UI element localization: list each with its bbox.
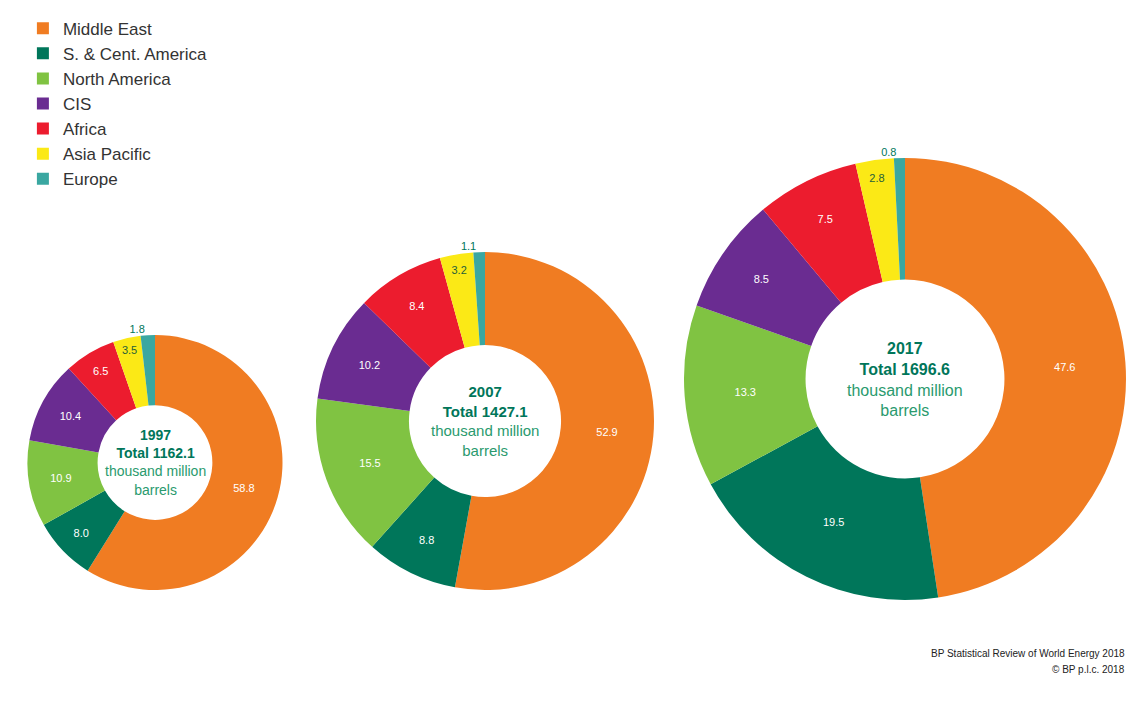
svg-text:1997Total 1162.1thousand milli: 1997Total 1162.1thousand millionbarrels — [105, 427, 206, 498]
svg-text:8.0: 8.0 — [74, 527, 89, 539]
svg-text:15.5: 15.5 — [359, 457, 380, 469]
svg-text:BP Statistical Review of World: BP Statistical Review of World Energy 20… — [931, 648, 1125, 659]
svg-text:3.2: 3.2 — [451, 264, 466, 276]
svg-text:7.5: 7.5 — [818, 213, 833, 225]
svg-text:47.6: 47.6 — [1054, 361, 1075, 373]
svg-text:58.8: 58.8 — [233, 482, 254, 494]
svg-text:2007Total 1427.1thousand milli: 2007Total 1427.1thousand millionbarrels — [431, 383, 539, 459]
svg-text:13.3: 13.3 — [735, 386, 756, 398]
svg-text:3.5: 3.5 — [122, 344, 137, 356]
svg-text:8.4: 8.4 — [409, 300, 424, 312]
svg-text:Europe: Europe — [63, 170, 118, 189]
svg-text:1.1: 1.1 — [461, 240, 476, 252]
svg-text:8.5: 8.5 — [754, 273, 769, 285]
svg-text:Africa: Africa — [63, 120, 107, 139]
svg-text:10.9: 10.9 — [50, 472, 71, 484]
svg-text:2017Total 1696.6thousand milli: 2017Total 1696.6thousand millionbarrels — [847, 340, 963, 419]
svg-text:0.8: 0.8 — [881, 146, 896, 158]
svg-text:10.4: 10.4 — [60, 410, 81, 422]
svg-text:10.2: 10.2 — [359, 359, 380, 371]
svg-text:52.9: 52.9 — [596, 426, 617, 438]
svg-text:S. & Cent. America: S. & Cent. America — [63, 45, 207, 64]
svg-text:CIS: CIS — [63, 95, 91, 114]
svg-text:2.8: 2.8 — [869, 172, 884, 184]
svg-text:6.5: 6.5 — [93, 365, 108, 377]
svg-text:© BP p.l.c. 2018: © BP p.l.c. 2018 — [1052, 664, 1125, 675]
svg-text:North America: North America — [63, 70, 171, 89]
svg-text:Asia Pacific: Asia Pacific — [63, 145, 151, 164]
svg-text:Middle East: Middle East — [63, 20, 152, 39]
svg-text:1.8: 1.8 — [129, 323, 144, 335]
svg-text:8.8: 8.8 — [419, 534, 434, 546]
svg-text:19.5: 19.5 — [823, 516, 844, 528]
